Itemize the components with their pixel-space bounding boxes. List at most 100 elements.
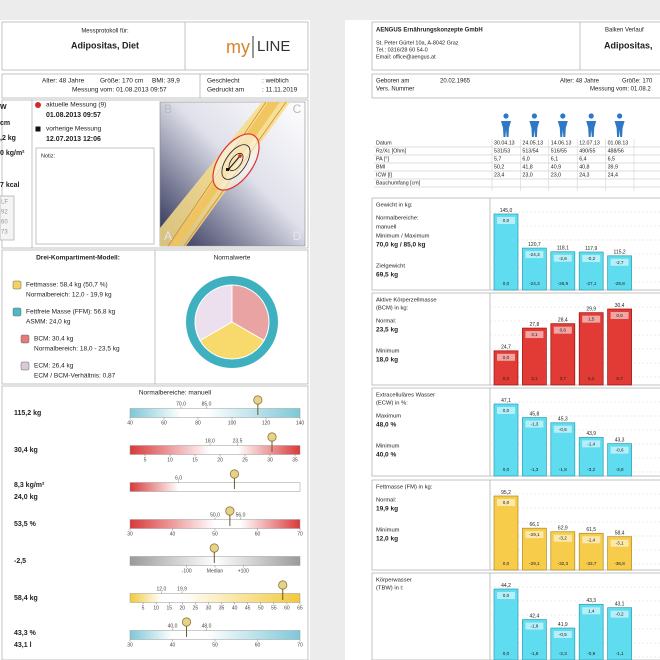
inner-label-box xyxy=(525,251,544,259)
gauge-bar xyxy=(129,482,301,492)
inner-label-box xyxy=(497,592,515,599)
person-head xyxy=(531,113,538,119)
tick-label: 40 xyxy=(127,420,133,426)
bar-value-label: 45,8 xyxy=(530,411,540,417)
inner-label-box xyxy=(582,255,601,263)
graph-letter: A xyxy=(164,229,172,243)
tick-label: +100 xyxy=(238,568,249,574)
table-cell: BMI xyxy=(376,164,385,170)
pie-sector xyxy=(231,284,270,342)
info: BMI: 39,9 xyxy=(152,78,180,85)
panel-side-text: Normal: xyxy=(376,498,397,504)
panel-side-text: Zielgewicht xyxy=(376,264,405,270)
panel-title: Gewicht in kg: xyxy=(376,203,413,209)
tick-label: 35 xyxy=(292,457,298,463)
table-cell: 6,5 xyxy=(608,156,615,162)
table-cell: PA [°] xyxy=(376,156,389,162)
info: : 11.11.2019 xyxy=(262,87,298,94)
gauge-bar xyxy=(129,408,301,418)
normal-label: 50,0 xyxy=(210,512,220,518)
pin xyxy=(229,469,240,479)
patient-name: Adipositas, xyxy=(604,40,653,50)
pin xyxy=(209,543,219,553)
table-cell: 490/55 xyxy=(579,148,595,154)
color-swatch xyxy=(20,334,30,344)
logo: LINE xyxy=(257,38,290,55)
bar-total-change-label: 0,0 xyxy=(503,376,510,381)
bar-total-change-label: -33,7 xyxy=(586,561,597,566)
bar-total-change-label: -32,3 xyxy=(558,561,569,566)
model-text: ECM: 26,4 kg xyxy=(34,363,74,370)
side-value: W xyxy=(0,104,7,111)
bar-value-label: 27,8 xyxy=(530,322,540,328)
bar-change-label: -2,7 xyxy=(616,260,624,265)
inner-label-box xyxy=(525,420,544,428)
bar-value-label: 145,0 xyxy=(500,208,513,214)
bar-value-label: 43,3 xyxy=(615,437,625,443)
inner-label-box xyxy=(553,254,572,262)
bar-change-label: -29,1 xyxy=(529,532,540,537)
table-cell: 39,9 xyxy=(608,164,618,170)
panel-side-text: Minimum xyxy=(376,444,400,450)
bar-total-change-label: 0,0 xyxy=(503,651,510,656)
inner-label-box xyxy=(497,407,515,414)
inner-label-box xyxy=(497,353,515,361)
inner-label-box xyxy=(610,258,629,266)
normal-label: 48,0 xyxy=(202,623,212,629)
gauge-value: 53,5 % xyxy=(14,521,37,528)
person-icon xyxy=(586,113,597,137)
table-cell: 24,4 xyxy=(608,172,618,178)
gauge-value: 30,4 kg xyxy=(14,447,38,454)
gauge-bar xyxy=(129,630,301,640)
bar-total-change-label: -1,8 xyxy=(530,651,538,656)
bar-change-label: -1,4 xyxy=(587,537,595,542)
bar-change-label: 0,0 xyxy=(503,593,510,598)
bar-value-label: 43,1 xyxy=(615,602,625,608)
table-cell: 23,0 xyxy=(551,172,561,178)
bar-value-label: 120,7 xyxy=(528,242,541,248)
table-cell: 14.06.13 xyxy=(551,140,572,146)
side-value: ,2 kg xyxy=(0,135,16,142)
gauge-bar xyxy=(129,593,301,603)
current-marker xyxy=(35,102,41,108)
section-title: Normalwerte xyxy=(214,255,251,262)
bar-value-label: 117,9 xyxy=(585,246,597,252)
tick-label: 10 xyxy=(153,605,159,611)
tick-label: 65 xyxy=(297,605,303,611)
side-box-value: 92 xyxy=(1,210,8,216)
table-cell: 50,2 xyxy=(494,164,504,170)
bar xyxy=(550,323,576,386)
info: Geschlecht xyxy=(207,78,240,85)
gauge-value: 43,3 % xyxy=(14,630,37,637)
tick-label: 25 xyxy=(193,605,199,611)
pin xyxy=(267,432,277,442)
bar-total-change-label: -1,3 xyxy=(530,467,538,472)
normal-label: 23,5 xyxy=(233,438,243,444)
legend: vorherige Messung xyxy=(46,126,102,133)
panel-side-text: 69,5 kg xyxy=(376,272,398,279)
tick-label: 20 xyxy=(180,605,186,611)
tick-label: 5 xyxy=(144,457,147,463)
tick-label: 120 xyxy=(262,420,271,426)
bar-change-label: 0,0 xyxy=(503,355,510,360)
bar-total-change-label: -3,8 xyxy=(616,467,624,472)
pin xyxy=(278,580,288,590)
table-cell: 30.04.13 xyxy=(494,140,515,146)
left-frames xyxy=(0,21,309,660)
tick-label: 50 xyxy=(212,531,218,537)
table-cell: 01.08.13 xyxy=(608,140,629,146)
bar-change-label: -2,6 xyxy=(559,256,567,261)
side-value: 7 kcal xyxy=(0,182,20,189)
company-line: Email: office@aengus.at xyxy=(376,54,436,60)
bar-total-change-label: 3,7 xyxy=(560,376,567,381)
gauge-value: 8,3 kg/m² xyxy=(14,482,45,489)
inner-label-box xyxy=(582,315,601,323)
side-value: cm xyxy=(0,120,10,127)
panel-side-text: 18,0 kg xyxy=(376,357,398,364)
bar-total-change-label: -1,8 xyxy=(559,467,567,472)
bar-value-label: 41,9 xyxy=(558,622,568,628)
table-cell: 6,4 xyxy=(579,156,586,162)
tick-label: 40 xyxy=(232,605,238,611)
table-cell: 24,3 xyxy=(579,172,589,178)
table-cell: Datum xyxy=(376,140,392,146)
